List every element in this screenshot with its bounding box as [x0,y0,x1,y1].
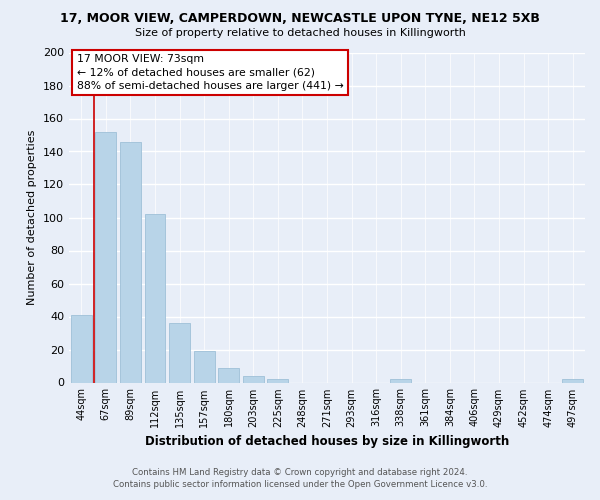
Y-axis label: Number of detached properties: Number of detached properties [28,130,37,305]
Bar [145,214,166,382]
Text: Contains HM Land Registry data © Crown copyright and database right 2024.
Contai: Contains HM Land Registry data © Crown c… [113,468,487,489]
Bar [243,376,264,382]
Text: 17 MOOR VIEW: 73sqm
← 12% of detached houses are smaller (62)
88% of semi-detach: 17 MOOR VIEW: 73sqm ← 12% of detached ho… [77,54,343,90]
Bar [71,315,92,382]
Bar [169,323,190,382]
Text: 17, MOOR VIEW, CAMPERDOWN, NEWCASTLE UPON TYNE, NE12 5XB: 17, MOOR VIEW, CAMPERDOWN, NEWCASTLE UPO… [60,12,540,26]
Text: Size of property relative to detached houses in Killingworth: Size of property relative to detached ho… [134,28,466,38]
X-axis label: Distribution of detached houses by size in Killingworth: Distribution of detached houses by size … [145,435,509,448]
Bar [194,351,215,382]
Bar [268,379,289,382]
Bar [562,379,583,382]
Bar [120,142,141,382]
Bar [95,132,116,382]
Bar [218,368,239,382]
Bar [390,379,411,382]
